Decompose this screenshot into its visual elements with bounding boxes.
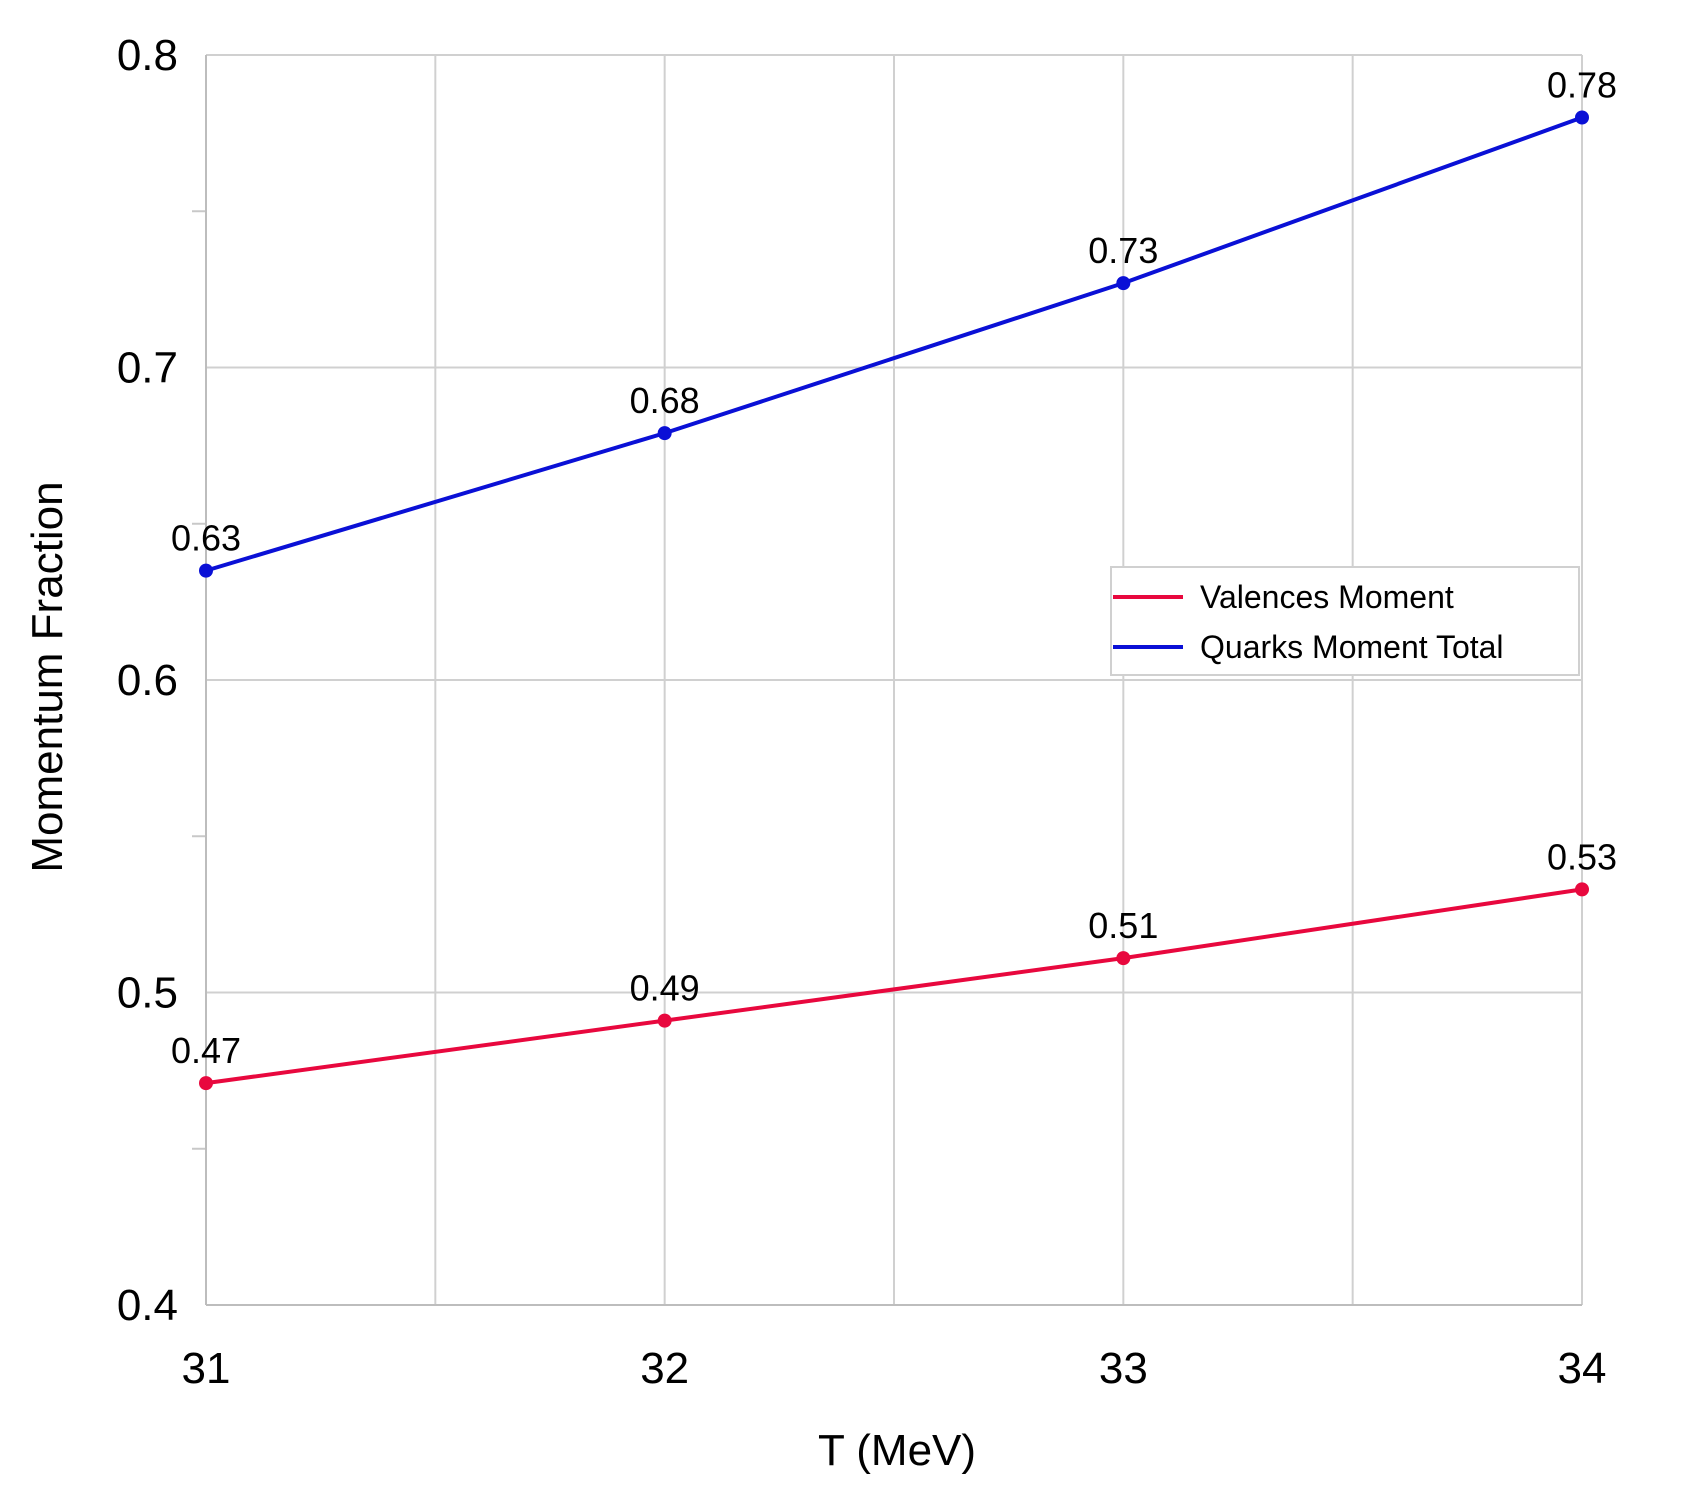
data-label: 0.53 bbox=[1547, 836, 1617, 877]
x-axis-title: T (MeV) bbox=[818, 1426, 976, 1475]
data-point bbox=[657, 1013, 672, 1028]
data-label: 0.78 bbox=[1547, 65, 1617, 106]
data-point bbox=[657, 426, 672, 441]
y-tick-label: 0.8 bbox=[117, 31, 178, 80]
series-layer bbox=[199, 110, 1589, 1091]
data-labels: 0.47 0.49 0.51 0.53 0.63 0.68 0.73 0.78 bbox=[171, 65, 1617, 1072]
legend-label-quarks: Quarks Moment Total bbox=[1200, 629, 1504, 665]
data-point bbox=[199, 1076, 213, 1091]
data-point bbox=[1575, 110, 1589, 125]
data-point bbox=[199, 563, 213, 578]
y-tick-label: 0.5 bbox=[117, 969, 178, 1018]
x-tick-label: 32 bbox=[640, 1344, 689, 1393]
axes: 31 32 33 34 0.4 0.5 0.6 0.7 0.8 bbox=[117, 31, 1607, 1393]
series-line-valences bbox=[205, 887, 1583, 1086]
data-point bbox=[1116, 276, 1131, 291]
legend-box bbox=[1110, 566, 1580, 676]
grid bbox=[205, 54, 1583, 1306]
series-line-quarks bbox=[205, 115, 1583, 573]
data-label: 0.63 bbox=[171, 518, 241, 559]
data-label: 0.68 bbox=[630, 380, 700, 421]
y-axis-title: Momentum Fraction bbox=[23, 481, 72, 872]
data-label: 0.47 bbox=[171, 1030, 241, 1071]
data-point bbox=[1575, 882, 1589, 897]
data-label: 0.73 bbox=[1088, 230, 1158, 271]
data-label: 0.51 bbox=[1088, 905, 1158, 946]
data-point bbox=[1116, 951, 1131, 966]
legend-label-valences: Valences Moment bbox=[1200, 579, 1454, 615]
legend: Valences Moment Quarks Moment Total bbox=[1110, 566, 1580, 676]
x-tick-label: 33 bbox=[1099, 1344, 1148, 1393]
data-label: 0.49 bbox=[630, 968, 700, 1009]
y-tick-label: 0.6 bbox=[117, 656, 178, 705]
y-tick-label: 0.7 bbox=[117, 344, 178, 393]
x-tick-label: 31 bbox=[182, 1344, 231, 1393]
x-tick-label: 34 bbox=[1558, 1344, 1607, 1393]
y-tick-label: 0.4 bbox=[117, 1281, 178, 1330]
